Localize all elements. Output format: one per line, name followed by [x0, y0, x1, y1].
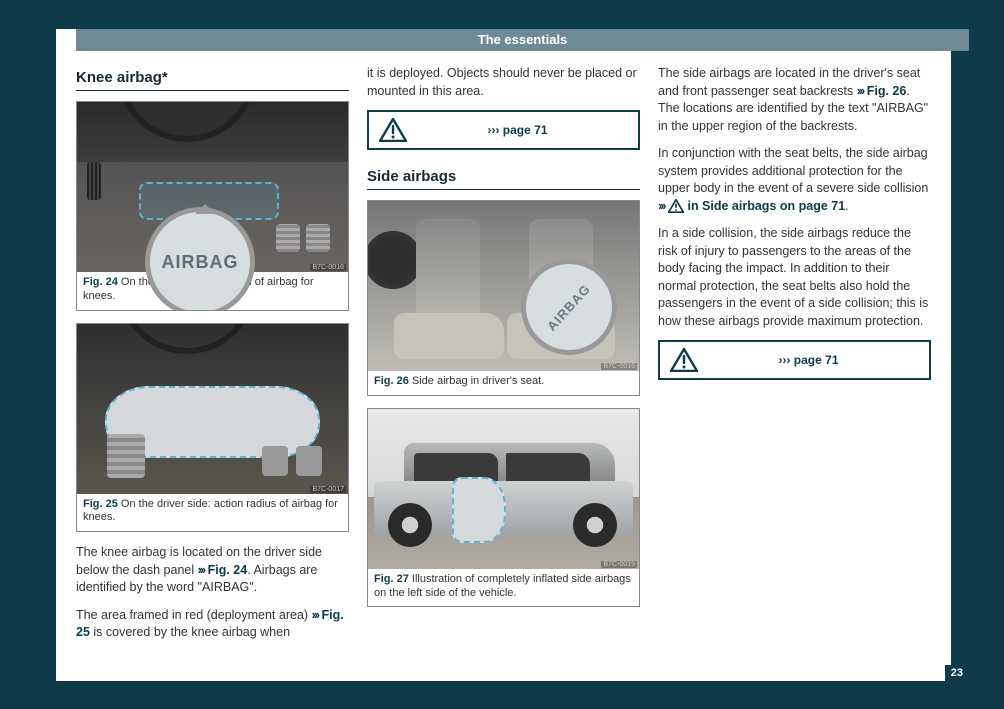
xref-fig24[interactable]: Fig. 24 [208, 563, 248, 577]
text: In conjunction with the seat belts, the … [658, 146, 928, 195]
figure-code: B7C-0016 [310, 264, 346, 271]
xref-chevrons: ››› [312, 608, 319, 622]
xref-chevrons: ››› [857, 84, 864, 98]
manual-page: The essentials Knee airbag* AIRBAG B7C-0… [56, 29, 951, 681]
page-header: The essentials [76, 29, 969, 51]
section-title-side-airbags: Side airbags [367, 168, 640, 190]
xref-chevrons: ››› [658, 199, 665, 213]
figure-27-caption: Fig. 27 Illustration of completely infla… [368, 569, 639, 607]
warning-triangle-icon [379, 118, 407, 142]
xref-side-airbags[interactable]: in Side airbags on page 71 [687, 199, 845, 213]
figure-24-image: AIRBAG B7C-0016 [77, 102, 348, 272]
paragraph: In a side collision, the side airbags re… [658, 225, 931, 330]
warning-triangle-icon [670, 348, 698, 372]
text: The area framed in red (deployment area) [76, 608, 312, 622]
figure-25: B7C-0017 Fig. 25 On the driver side: act… [76, 323, 349, 533]
paragraph: The area framed in red (deployment area)… [76, 607, 349, 642]
paragraph: it is deployed. Objects should never be … [367, 65, 640, 100]
page-number: 23 [945, 665, 969, 681]
warning-page-ref[interactable]: ››› page 71 [407, 123, 628, 137]
xref-chevrons: ››› [198, 563, 205, 577]
warning-box: ››› page 71 [367, 110, 640, 150]
figure-code: B7C-0017 [310, 486, 346, 493]
figure-code: B7C-0018 [601, 363, 637, 370]
figure-25-image: B7C-0017 [77, 324, 348, 494]
callout-text: AIRBAG [544, 281, 593, 334]
paragraph: The side airbags are located in the driv… [658, 65, 931, 135]
paragraph: In conjunction with the seat belts, the … [658, 145, 931, 215]
figure-25-caption: Fig. 25 On the driver side: action radiu… [77, 494, 348, 532]
xref-fig26[interactable]: Fig. 26 [867, 84, 907, 98]
warning-box: ››› page 71 [658, 340, 931, 380]
fig-label: Fig. 25 [83, 498, 118, 510]
column-3: The side airbags are located in the driv… [658, 65, 931, 661]
figure-code: B7C-0019 [601, 561, 637, 568]
column-1: Knee airbag* AIRBAG B7C-0016 Fig. 24 On … [76, 65, 349, 661]
page-content: Knee airbag* AIRBAG B7C-0016 Fig. 24 On … [76, 65, 931, 661]
fig-label: Fig. 27 [374, 573, 409, 585]
fig-caption-text: On the driver side: action radius of air… [83, 498, 338, 524]
fig-label: Fig. 26 [374, 375, 409, 387]
figure-26-image: AIRBAG B7C-0018 [368, 201, 639, 371]
warning-page-ref[interactable]: ››› page 71 [698, 353, 919, 367]
column-2: it is deployed. Objects should never be … [367, 65, 640, 661]
airbag-callout: AIRBAG [145, 207, 255, 311]
text: . [845, 199, 848, 213]
section-title-knee-airbag: Knee airbag* [76, 69, 349, 91]
fig-label: Fig. 24 [83, 276, 118, 288]
figure-26-caption: Fig. 26 Side airbag in driver's seat. [368, 371, 639, 395]
paragraph: The knee airbag is located on the driver… [76, 544, 349, 597]
figure-27-image: B7C-0019 [368, 409, 639, 569]
fig-caption-text: Side airbag in driver's seat. [412, 375, 544, 387]
figure-24: AIRBAG B7C-0016 Fig. 24 On the driver si… [76, 101, 349, 311]
warning-triangle-icon [668, 199, 684, 213]
fig-caption-text: Illustration of completely inflated side… [374, 573, 631, 599]
text: is covered by the knee airbag when [90, 625, 290, 639]
figure-27: B7C-0019 Fig. 27 Illustration of complet… [367, 408, 640, 608]
airbag-callout: AIRBAG [521, 259, 617, 355]
figure-26: AIRBAG B7C-0018 Fig. 26 Side airbag in d… [367, 200, 640, 396]
